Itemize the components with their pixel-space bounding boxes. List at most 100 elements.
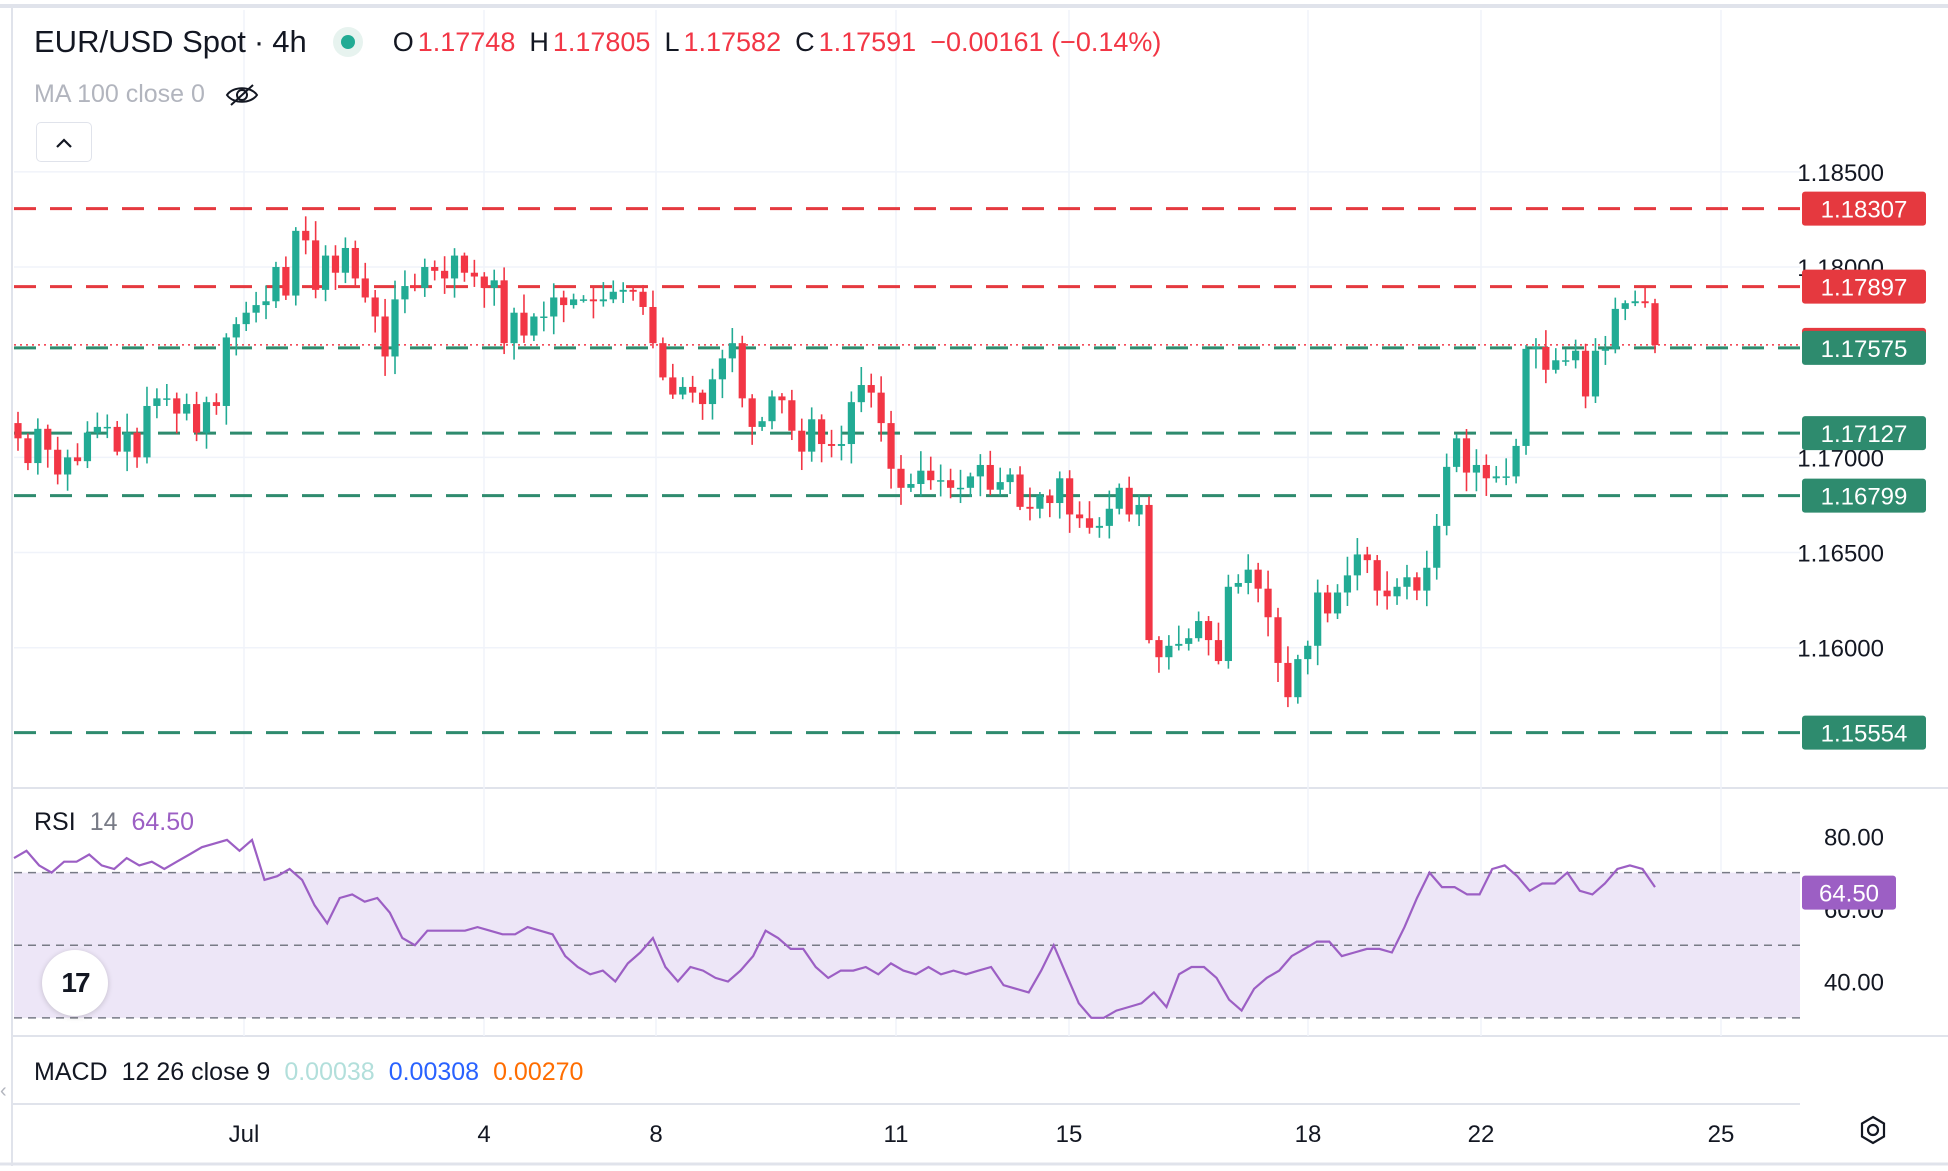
candle-body — [540, 316, 548, 319]
ma-label: MA 100 close 0 — [34, 80, 205, 108]
candle-body — [1075, 514, 1084, 519]
candle-body — [996, 482, 1004, 490]
candle-body — [639, 291, 647, 307]
left-panel-toggle-icon[interactable]: ‹ — [0, 1080, 7, 1102]
candle-body — [1125, 487, 1133, 515]
macd-value-3: 0.00270 — [493, 1058, 584, 1086]
candle-body — [1135, 504, 1143, 515]
candle-body — [956, 487, 965, 490]
candle-body — [1383, 590, 1391, 597]
candle-body — [1611, 308, 1619, 349]
candle-body — [689, 386, 697, 393]
candle-body — [1006, 474, 1014, 483]
candle-body — [669, 377, 677, 395]
candle-body — [569, 299, 578, 306]
candle-body — [1185, 638, 1193, 644]
eye-hidden-icon[interactable] — [225, 82, 259, 108]
time-tick-label: 11 — [884, 1121, 909, 1148]
ma-indicator-legend[interactable]: MA 100 close 0 — [34, 80, 259, 109]
candle-body — [976, 464, 984, 477]
candle-body — [1403, 577, 1411, 587]
price-tag-label: 1.17127 — [1821, 421, 1908, 448]
candle-body — [1234, 582, 1242, 587]
low-value: 1.17582 — [683, 26, 782, 57]
candle-body — [371, 297, 379, 317]
candle-body — [1343, 575, 1352, 593]
candle-body — [907, 484, 915, 488]
time-tick-label: 4 — [477, 1121, 490, 1148]
candle-body — [887, 423, 895, 469]
candle-body — [619, 289, 627, 292]
macd-value-1: 0.00038 — [284, 1058, 375, 1086]
macd-legend[interactable]: MACD 12 26 close 9 0.00038 0.00308 0.002… — [34, 1058, 583, 1087]
candle-body — [818, 419, 826, 445]
candle-body — [1423, 567, 1431, 591]
candle-body — [1274, 617, 1282, 663]
candle-body — [1284, 662, 1292, 698]
candle-body — [212, 402, 221, 406]
candle-body — [361, 278, 369, 298]
open-key: O — [392, 26, 414, 57]
candle-body — [14, 423, 22, 439]
candle-body — [1512, 445, 1520, 477]
collapse-legend-button[interactable] — [36, 122, 92, 162]
change-value: −0.00161 (−0.14%) — [930, 26, 1162, 57]
rsi-legend[interactable]: RSI 14 64.50 — [34, 808, 194, 837]
interval-label[interactable]: 4h — [272, 24, 307, 59]
rsi-name: RSI — [34, 808, 76, 836]
macd-params: 12 26 close 9 — [121, 1058, 271, 1086]
candle-body — [758, 421, 766, 427]
candle-body — [1304, 645, 1312, 660]
candle-body — [232, 324, 240, 338]
candle-body — [1105, 508, 1113, 526]
candle-body — [173, 398, 181, 414]
candle-body — [282, 267, 290, 296]
candle-body — [272, 267, 280, 302]
price-tick-label: 1.18500 — [1797, 160, 1884, 187]
candle-body — [550, 297, 558, 317]
candle-body — [93, 426, 101, 433]
candle-body — [490, 280, 498, 288]
candle-body — [728, 343, 736, 359]
symbol-title[interactable]: EUR/USD Spot — [34, 24, 246, 59]
candle-body — [1036, 495, 1044, 509]
candle-body — [1492, 476, 1500, 479]
candle-body — [1026, 506, 1034, 509]
price-tag-support — [1802, 416, 1926, 451]
candle-body — [312, 240, 320, 290]
candle-body — [510, 312, 518, 344]
candle-body — [411, 286, 419, 288]
tradingview-logo[interactable]: 17 — [42, 950, 108, 1016]
candle-body — [153, 398, 161, 406]
rsi-line — [13, 837, 1656, 1019]
candle-body — [877, 392, 885, 424]
logo-text: 17 — [61, 967, 90, 998]
candle-body — [1294, 659, 1302, 698]
settings-icon[interactable] — [1858, 1115, 1888, 1145]
candle-body — [1433, 525, 1441, 568]
candle-body — [252, 305, 260, 313]
time-tick-label: 18 — [1295, 1121, 1322, 1148]
candle-body — [827, 444, 836, 446]
candle-body — [1443, 466, 1451, 526]
price-tick-label: 1.16000 — [1797, 636, 1884, 663]
candle-body — [202, 402, 211, 433]
price-tag-resistance — [1802, 269, 1926, 304]
candle-body — [351, 247, 359, 279]
candle-body — [1353, 554, 1361, 576]
candle-body — [788, 400, 796, 431]
open-value: 1.17748 — [417, 26, 516, 57]
candle-body — [867, 385, 875, 393]
candle-body — [500, 280, 508, 344]
candle-body — [1373, 560, 1381, 591]
rsi-params: 14 — [89, 808, 118, 836]
candle-body — [748, 398, 756, 427]
time-tick-label: 15 — [1056, 1121, 1083, 1148]
candle-body — [1145, 504, 1153, 641]
candle-body — [589, 299, 598, 302]
candle-body — [1393, 586, 1401, 597]
candle-body — [649, 306, 657, 344]
macd-value-2: 0.00308 — [388, 1058, 480, 1086]
